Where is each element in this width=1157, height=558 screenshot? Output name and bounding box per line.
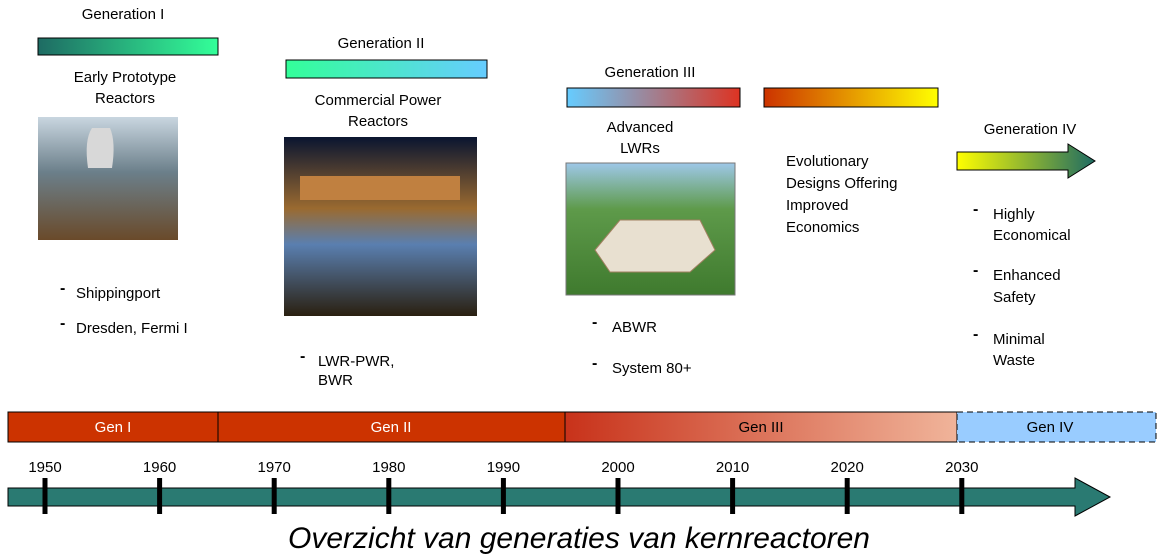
bullet-text: Safety: [993, 289, 1036, 306]
year-label: 2000: [601, 459, 634, 476]
era-label: Gen III: [738, 419, 783, 436]
bullet-text: Waste: [993, 352, 1035, 369]
generation-title: Generation IV: [984, 121, 1077, 138]
year-tick: [386, 478, 391, 514]
bullet-dash: -: [60, 315, 65, 332]
bullet-text: Enhanced: [993, 267, 1061, 284]
bullet-dash: -: [973, 262, 978, 279]
bullet-dash: -: [592, 314, 597, 331]
year-label: 2010: [716, 459, 749, 476]
generation-label: Improved: [786, 197, 849, 214]
generation-title: Generation II: [338, 35, 425, 52]
year-label: 1970: [258, 459, 291, 476]
generation-bar: [38, 38, 218, 55]
generation-label: Evolutionary: [786, 153, 869, 170]
timeline-arrow: [8, 478, 1110, 516]
generation-label: Advanced: [607, 119, 674, 136]
era-label: Gen IV: [1027, 419, 1074, 436]
bullet-text: Shippingport: [76, 285, 161, 302]
generation-bar: [567, 88, 740, 107]
bullet-text: ABWR: [612, 319, 657, 336]
bullet-text: LWR-PWR,: [318, 353, 394, 370]
bullet-text: BWR: [318, 372, 353, 389]
year-tick: [272, 478, 277, 514]
generation-arrow: [957, 144, 1095, 178]
generation-title: Generation III: [605, 64, 696, 81]
generation-label: Reactors: [348, 113, 408, 130]
bullet-dash: -: [300, 348, 305, 365]
year-label: 1980: [372, 459, 405, 476]
caption: Overzicht van generaties van kernreactor…: [288, 522, 870, 555]
generation-label: Designs Offering: [786, 175, 897, 192]
year-tick: [959, 478, 964, 514]
cooling-tower: [87, 128, 114, 168]
generation-bar: [764, 88, 938, 107]
generation-label: Economics: [786, 219, 859, 236]
year-tick: [501, 478, 506, 514]
era-label: Gen I: [95, 419, 132, 436]
bullet-dash: -: [592, 355, 597, 372]
year-tick: [157, 478, 162, 514]
generation-label: LWRs: [620, 140, 660, 157]
bullet-text: Highly: [993, 206, 1035, 223]
bullet-text: Economical: [993, 227, 1071, 244]
year-label: 2030: [945, 459, 978, 476]
reactor-building: [595, 220, 715, 272]
diagram: Generation I Early Prototype Reactors - …: [0, 0, 1157, 558]
generation-label: Early Prototype: [74, 69, 177, 86]
generation-bar: [286, 60, 487, 78]
bullet-dash: -: [973, 326, 978, 343]
reactor-photo: [284, 137, 477, 316]
year-label: 1960: [143, 459, 176, 476]
bullet-dash: -: [973, 201, 978, 218]
year-label: 1990: [487, 459, 520, 476]
year-tick: [616, 478, 621, 514]
year-label: 1950: [28, 459, 61, 476]
era-label: Gen II: [371, 419, 412, 436]
bullet-text: System 80+: [612, 360, 692, 377]
year-tick: [43, 478, 48, 514]
bullet-dash: -: [60, 280, 65, 297]
bullet-text: Dresden, Fermi I: [76, 320, 188, 337]
generation-label: Commercial Power: [315, 92, 442, 109]
year-tick: [730, 478, 735, 514]
generation-title: Generation I: [82, 6, 165, 23]
bullet-text: Minimal: [993, 331, 1045, 348]
generation-label: Reactors: [95, 90, 155, 107]
year-label: 2020: [831, 459, 864, 476]
reactor-building: [300, 176, 460, 200]
year-tick: [845, 478, 850, 514]
